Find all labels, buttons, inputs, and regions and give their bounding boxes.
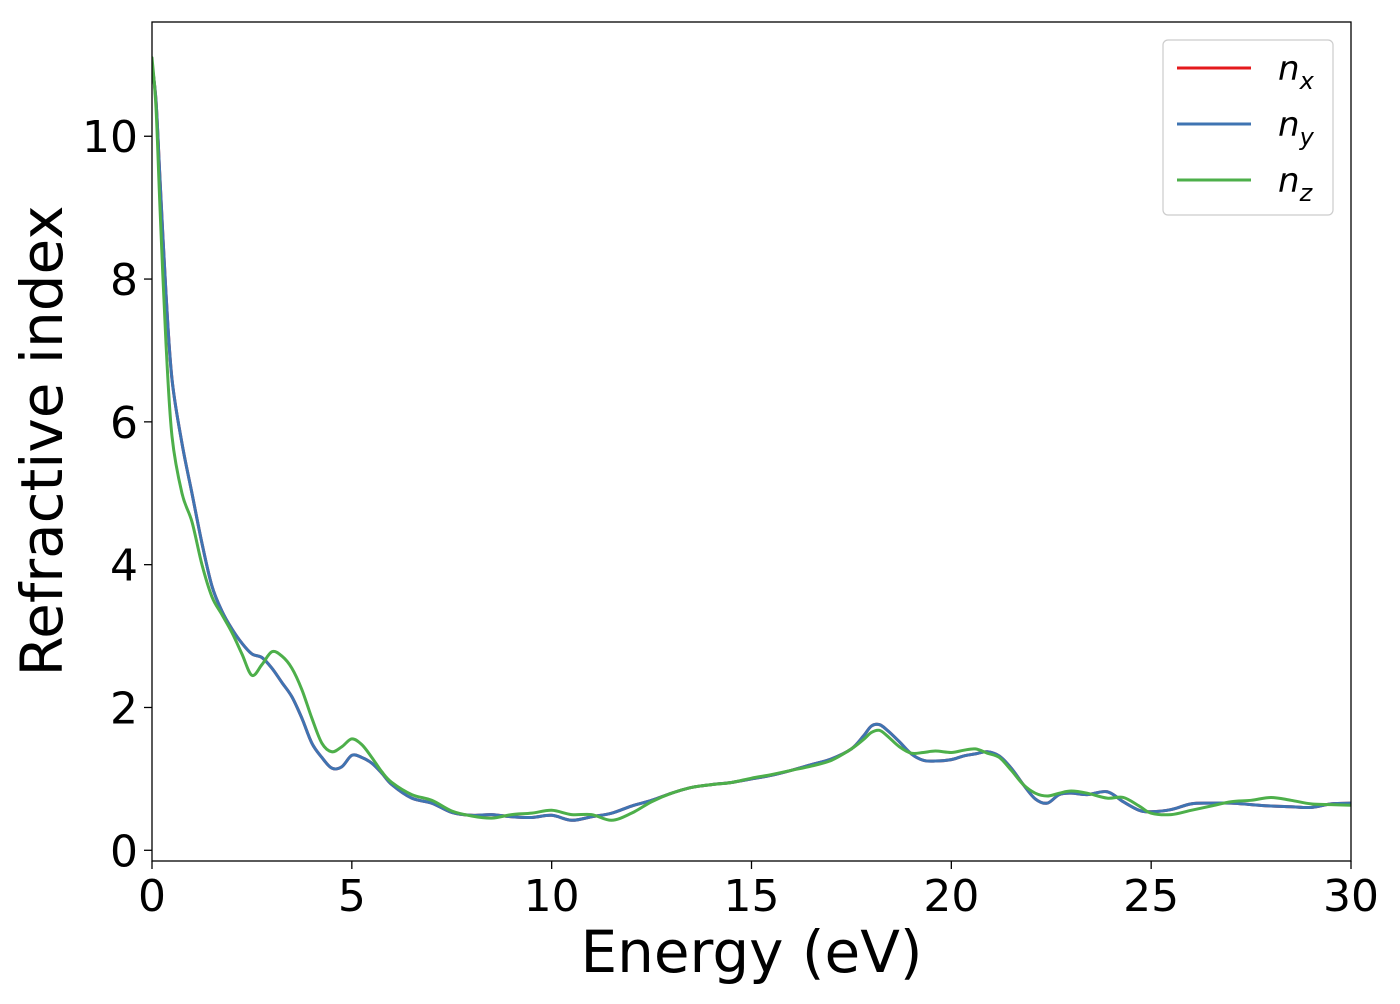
x-tick-label: 20	[923, 871, 979, 922]
legend-label-z: nz	[1278, 161, 1314, 207]
series-layer	[152, 56, 1351, 822]
legend-box	[1162, 39, 1334, 216]
x-tick-label: 10	[524, 871, 580, 922]
x-tick-label: 30	[1323, 871, 1379, 922]
y-tick-label: 6	[110, 398, 138, 449]
y-tick-label: 10	[82, 112, 138, 163]
x-tick-label: 5	[338, 871, 366, 922]
legend-label-x: nx	[1278, 49, 1315, 95]
x-axis: 0 5 10 15 20 25 30	[138, 861, 1379, 922]
y-axis: 0 2 4 6 8 10	[82, 112, 152, 877]
y-tick-label: 0	[110, 826, 138, 877]
x-axis-title: Energy (eV)	[580, 918, 922, 986]
series-line-z	[152, 56, 1351, 822]
x-tick-label: 0	[138, 871, 166, 922]
y-axis-title: Refractive index	[8, 205, 76, 676]
x-tick-label: 25	[1123, 871, 1179, 922]
y-tick-label: 8	[110, 255, 138, 306]
y-tick-label: 2	[110, 683, 138, 734]
x-tick-label: 15	[724, 871, 780, 922]
y-tick-label: 4	[110, 541, 138, 592]
legend: nx ny nz	[1162, 39, 1334, 216]
legend-label-y: ny	[1278, 105, 1315, 151]
